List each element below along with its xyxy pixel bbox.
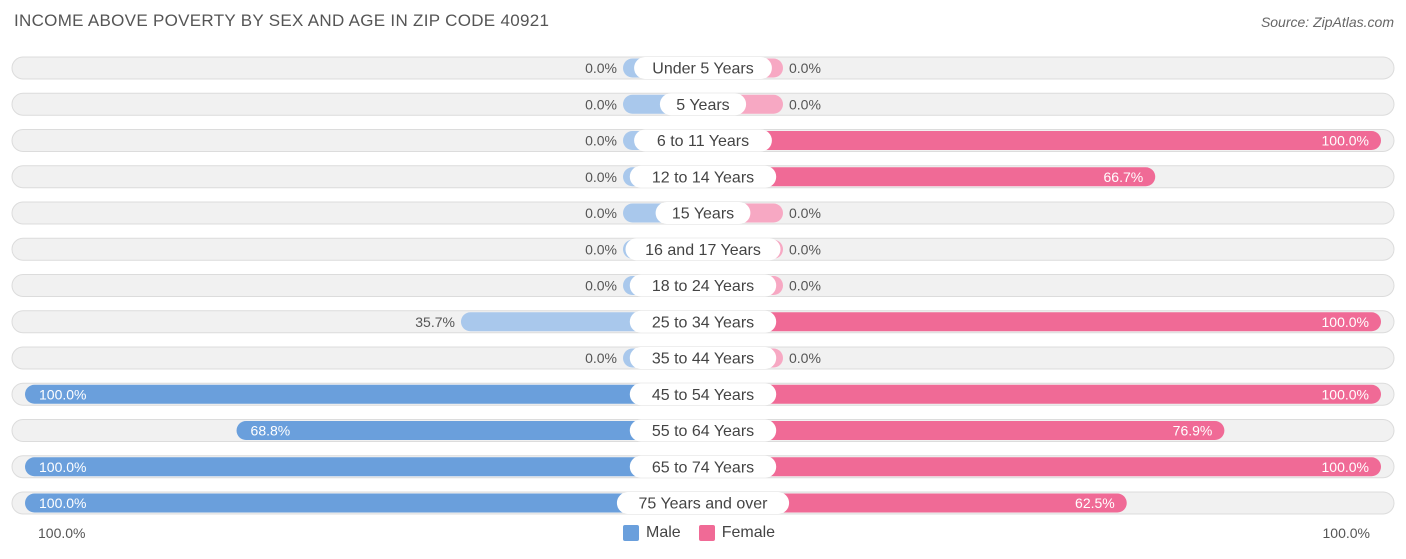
category-pill [629,383,777,406]
bar-female [703,384,1381,404]
category-label: 25 to 34 Years [652,314,754,331]
label-male-value: 100.0% [39,495,86,511]
category-label: 35 to 44 Years [652,351,754,368]
label-female-value: 0.0% [789,278,821,294]
bar-male [25,384,703,404]
label-female-value: 0.0% [789,350,821,366]
category-pill [634,129,772,152]
label-female-value: 100.0% [1322,386,1369,402]
category-pill [655,202,751,224]
label-male-value: 0.0% [585,60,617,76]
category-label: 15 Years [672,206,734,223]
legend-swatch-male [623,525,639,541]
label-female-value: 100.0% [1322,459,1369,475]
legend: Male Female [623,524,785,542]
category-pill [629,165,777,188]
bar-male [25,457,703,477]
category-label: 45 to 54 Years [652,387,754,404]
label-male-value: 0.0% [585,96,617,112]
axis-right-label: 100.0% [1322,525,1370,541]
bar-female [703,312,1381,332]
label-female-value: 0.0% [789,96,821,112]
label-female-value: 66.7% [1104,169,1144,185]
bar-female [703,167,1156,187]
bar-female [703,131,1381,150]
label-male-value: 100.0% [39,459,86,475]
category-label: 16 and 17 Years [645,242,761,259]
label-female-value: 0.0% [789,241,821,257]
chart-svg: 0.0% 0.0% Under 5 Years 0.0% 0.0% 5 Years 0.0%… [11,56,1395,515]
category-label: 5 Years [676,97,729,114]
label-female-value: 0.0% [789,60,821,76]
label-female-value: 62.5% [1075,495,1115,511]
label-female-value: 0.0% [789,205,821,221]
chart-title: INCOME ABOVE POVERTY BY SEX AND AGE IN Z… [14,11,550,30]
category-label: 75 Years and over [639,496,769,513]
label-female-value: 100.0% [1322,314,1369,330]
category-label: 55 to 64 Years [652,423,754,440]
category-pill [629,455,777,478]
category-pill [629,419,777,442]
category-label: 65 to 74 Years [652,459,754,476]
label-male-value: 100.0% [39,386,86,402]
bar-female [703,421,1225,440]
legend-item-female: Female [698,524,776,542]
bar-male [236,421,703,440]
category-label: 18 to 24 Years [652,278,754,295]
label-male-value: 0.0% [585,133,617,149]
label-male-value: 0.0% [585,350,617,366]
legend-item-male: Male [623,524,681,542]
category-pill [629,310,777,333]
label-female-value: 100.0% [1322,133,1369,149]
label-male-value: 68.8% [251,423,291,439]
category-pill [629,274,777,297]
category-pill [634,57,772,79]
label-male-value: 0.0% [585,169,617,185]
label-male-value: 0.0% [585,278,617,294]
legend-label-male: Male [646,524,681,541]
label-male-value: 35.7% [415,314,455,330]
category-pill [616,492,790,514]
source-label: Source: ZipAtlas.com [1260,14,1394,30]
bar-female [703,493,1127,513]
legend-swatch-female [698,525,715,541]
label-male-value: 0.0% [585,241,617,257]
category-label: 6 to 11 Years [657,133,749,150]
bar-female [703,457,1381,477]
category-pill [629,347,777,369]
axis-left-label: 100.0% [38,525,86,541]
label-female-value: 76.9% [1173,423,1213,439]
category-label: 12 to 14 Years [652,169,754,186]
category-pill [659,93,747,116]
label-male-value: 0.0% [585,205,617,221]
bar-male [25,493,703,513]
legend-label-female: Female [721,524,776,541]
category-label: Under 5 Years [652,61,753,78]
category-pill [625,238,781,261]
